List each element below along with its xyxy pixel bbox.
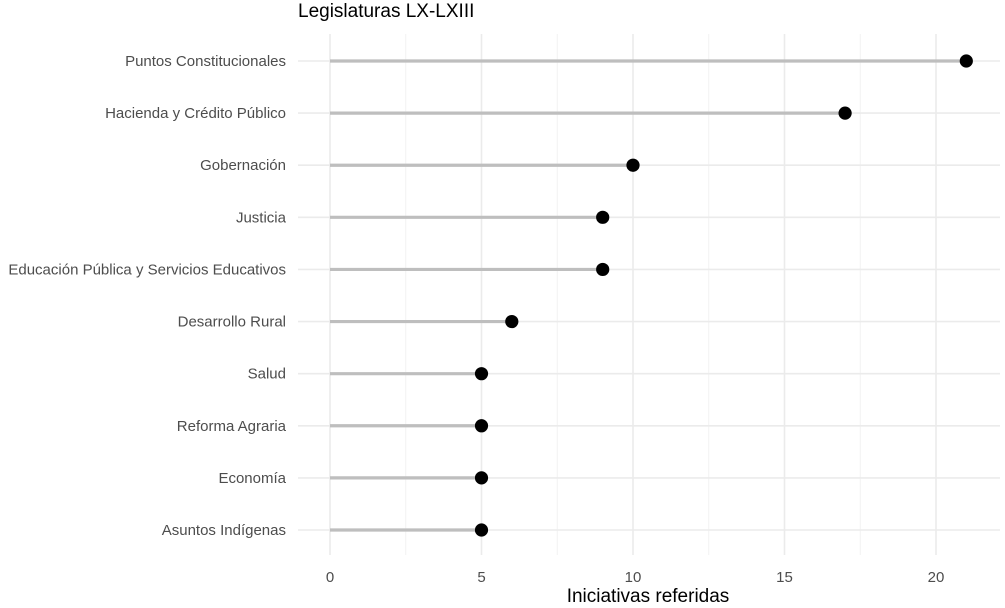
- category-label: Economía: [218, 470, 286, 487]
- category-label: Hacienda y Crédito Público: [105, 105, 286, 122]
- category-label: Puntos Constitucionales: [125, 53, 286, 70]
- x-tick-label: 5: [477, 569, 485, 586]
- lollipop-point: [838, 106, 852, 120]
- lollipop-point: [474, 419, 489, 433]
- x-tick-label: 0: [326, 569, 334, 586]
- lollipop-point: [474, 471, 489, 485]
- lollipop-point: [959, 54, 973, 68]
- category-label: Gobernación: [200, 157, 286, 174]
- category-label: Justicia: [236, 209, 287, 226]
- x-tick-label: 15: [776, 569, 793, 586]
- category-labels: Puntos Constitucionales Hacienda y Crédit…: [8, 53, 286, 539]
- chart-title: Legislaturas LX-LXIII: [298, 1, 474, 22]
- category-label: Reforma Agraria: [177, 418, 287, 435]
- category-label: Educación Pública y Servicios Educativos: [8, 261, 286, 278]
- point-layer: [474, 54, 973, 537]
- lollipop-point: [474, 367, 489, 381]
- x-axis-title: Iniciativas referidas: [567, 586, 730, 607]
- x-tick-labels: 0 5 10 15 20: [326, 569, 945, 586]
- lollipop-point: [626, 158, 640, 172]
- x-tick-label: 10: [625, 569, 642, 586]
- lollipop-point: [474, 523, 489, 537]
- lollipop-point: [596, 210, 610, 224]
- lollipop-point: [505, 314, 519, 329]
- category-label: Desarrollo Rural: [178, 314, 286, 331]
- category-label: Asuntos Indígenas: [162, 522, 286, 539]
- x-tick-label: 20: [928, 569, 945, 586]
- category-label: Salud: [248, 366, 286, 383]
- lollipop-point: [596, 262, 610, 277]
- stem-layer: [330, 59, 967, 532]
